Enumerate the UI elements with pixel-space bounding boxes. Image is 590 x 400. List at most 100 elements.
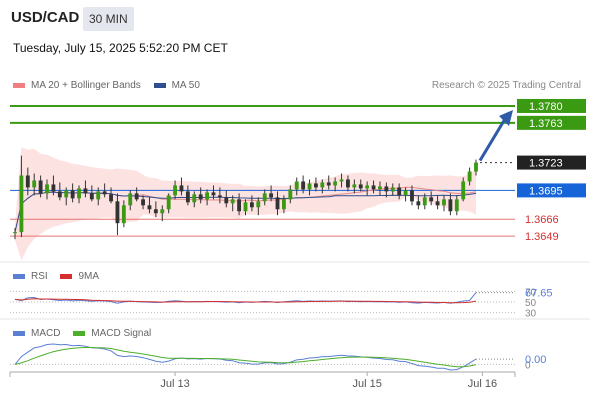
candle-body bbox=[474, 162, 478, 172]
candle bbox=[185, 185, 190, 206]
legend-9ma: 9MA bbox=[60, 271, 99, 282]
time-axis: Jul 13 Jul 15 Jul 16 bbox=[0, 261, 590, 390]
candle bbox=[301, 175, 306, 194]
candle bbox=[128, 190, 133, 211]
candle-body bbox=[230, 199, 235, 204]
macd-zero-label: 0 bbox=[525, 360, 531, 371]
datetime-label: Tuesday, July 15, 2025 5:52:20 PM CET bbox=[13, 41, 228, 55]
candle bbox=[365, 181, 370, 196]
candle-body bbox=[352, 184, 357, 188]
candle-body bbox=[378, 186, 382, 190]
candle-body bbox=[134, 193, 139, 200]
legend-label: MA 50 bbox=[171, 80, 200, 91]
candle-body bbox=[211, 192, 216, 196]
candle-body bbox=[442, 199, 446, 206]
last-label-bg bbox=[517, 155, 586, 170]
legend-rsi: RSI bbox=[13, 271, 48, 282]
candle-body bbox=[89, 193, 94, 200]
candle bbox=[147, 197, 152, 214]
candle-body bbox=[371, 185, 376, 190]
candle bbox=[448, 193, 453, 216]
candle-body bbox=[128, 193, 133, 206]
macd-last-value: 0.00 bbox=[525, 354, 546, 366]
legend-label: RSI bbox=[31, 271, 48, 282]
candle-body bbox=[25, 175, 30, 188]
candle bbox=[262, 189, 267, 206]
candle bbox=[134, 187, 139, 202]
candle bbox=[403, 187, 408, 202]
legend-swatch bbox=[153, 82, 166, 88]
candle-body bbox=[185, 191, 190, 203]
time-axis-label: Jul 13 bbox=[160, 378, 189, 390]
forecast-arrow-head bbox=[499, 109, 513, 126]
candle-body bbox=[384, 186, 389, 192]
candle bbox=[70, 183, 75, 203]
candle bbox=[442, 195, 446, 212]
candle bbox=[288, 185, 293, 204]
candle-body bbox=[19, 175, 24, 233]
last-label: 1.3723 bbox=[529, 158, 563, 170]
candle bbox=[429, 191, 434, 206]
candle-body bbox=[115, 201, 120, 224]
candle-body bbox=[358, 184, 363, 189]
candle-body bbox=[179, 185, 184, 192]
candle bbox=[275, 191, 280, 216]
legend-ma50: MA 50 bbox=[153, 80, 200, 91]
candle bbox=[256, 197, 261, 216]
candle bbox=[109, 187, 113, 204]
candle-body bbox=[224, 197, 229, 204]
candle-body bbox=[83, 188, 88, 194]
candle-body bbox=[64, 190, 69, 198]
candle-body bbox=[109, 194, 113, 202]
timeframe-button[interactable]: 30 MIN bbox=[83, 7, 134, 31]
macd-signal-line bbox=[14, 347, 477, 368]
legend-swatch bbox=[60, 273, 73, 279]
legend-swatch bbox=[13, 82, 25, 88]
candle bbox=[294, 177, 299, 196]
rsi-level-label: 30 bbox=[525, 309, 537, 320]
candle-body bbox=[192, 194, 197, 203]
rsi-level-label: 70 bbox=[525, 287, 537, 298]
support-label: 1.3649 bbox=[525, 231, 559, 243]
candle bbox=[13, 228, 17, 240]
candle bbox=[153, 201, 158, 218]
candle-body bbox=[365, 185, 370, 189]
candle bbox=[397, 183, 402, 200]
candle bbox=[121, 200, 126, 228]
candle-body bbox=[448, 199, 453, 212]
candle-body bbox=[339, 179, 344, 182]
candle-body bbox=[205, 192, 210, 200]
candle-body bbox=[262, 193, 267, 202]
price-level-lines bbox=[10, 104, 515, 237]
candle bbox=[19, 155, 24, 238]
candle bbox=[64, 187, 69, 206]
candle bbox=[326, 175, 331, 190]
candle bbox=[422, 193, 427, 210]
research-credit: Research © 2025 Trading Central bbox=[431, 80, 581, 91]
legend-macd: MACD bbox=[13, 328, 60, 339]
candle bbox=[467, 167, 472, 186]
candle bbox=[198, 187, 203, 204]
resistance-label: 1.3763 bbox=[529, 118, 563, 130]
candle bbox=[358, 179, 363, 192]
candle-body bbox=[326, 182, 331, 186]
candle-body bbox=[314, 183, 318, 188]
candle bbox=[243, 199, 248, 216]
forecast-arrow-shaft bbox=[478, 118, 507, 162]
candle-body bbox=[249, 202, 254, 208]
legend-swatch bbox=[13, 273, 25, 279]
candle-body bbox=[390, 187, 395, 192]
candle-body bbox=[243, 202, 248, 212]
candle bbox=[77, 185, 81, 204]
candle-body bbox=[153, 209, 158, 214]
candle bbox=[230, 195, 235, 212]
candle-body bbox=[13, 232, 17, 234]
candle bbox=[320, 179, 325, 194]
candle-body bbox=[454, 199, 459, 212]
candle bbox=[237, 193, 242, 216]
candle bbox=[339, 173, 344, 188]
candle-body bbox=[435, 201, 440, 206]
candle-body bbox=[57, 191, 62, 198]
